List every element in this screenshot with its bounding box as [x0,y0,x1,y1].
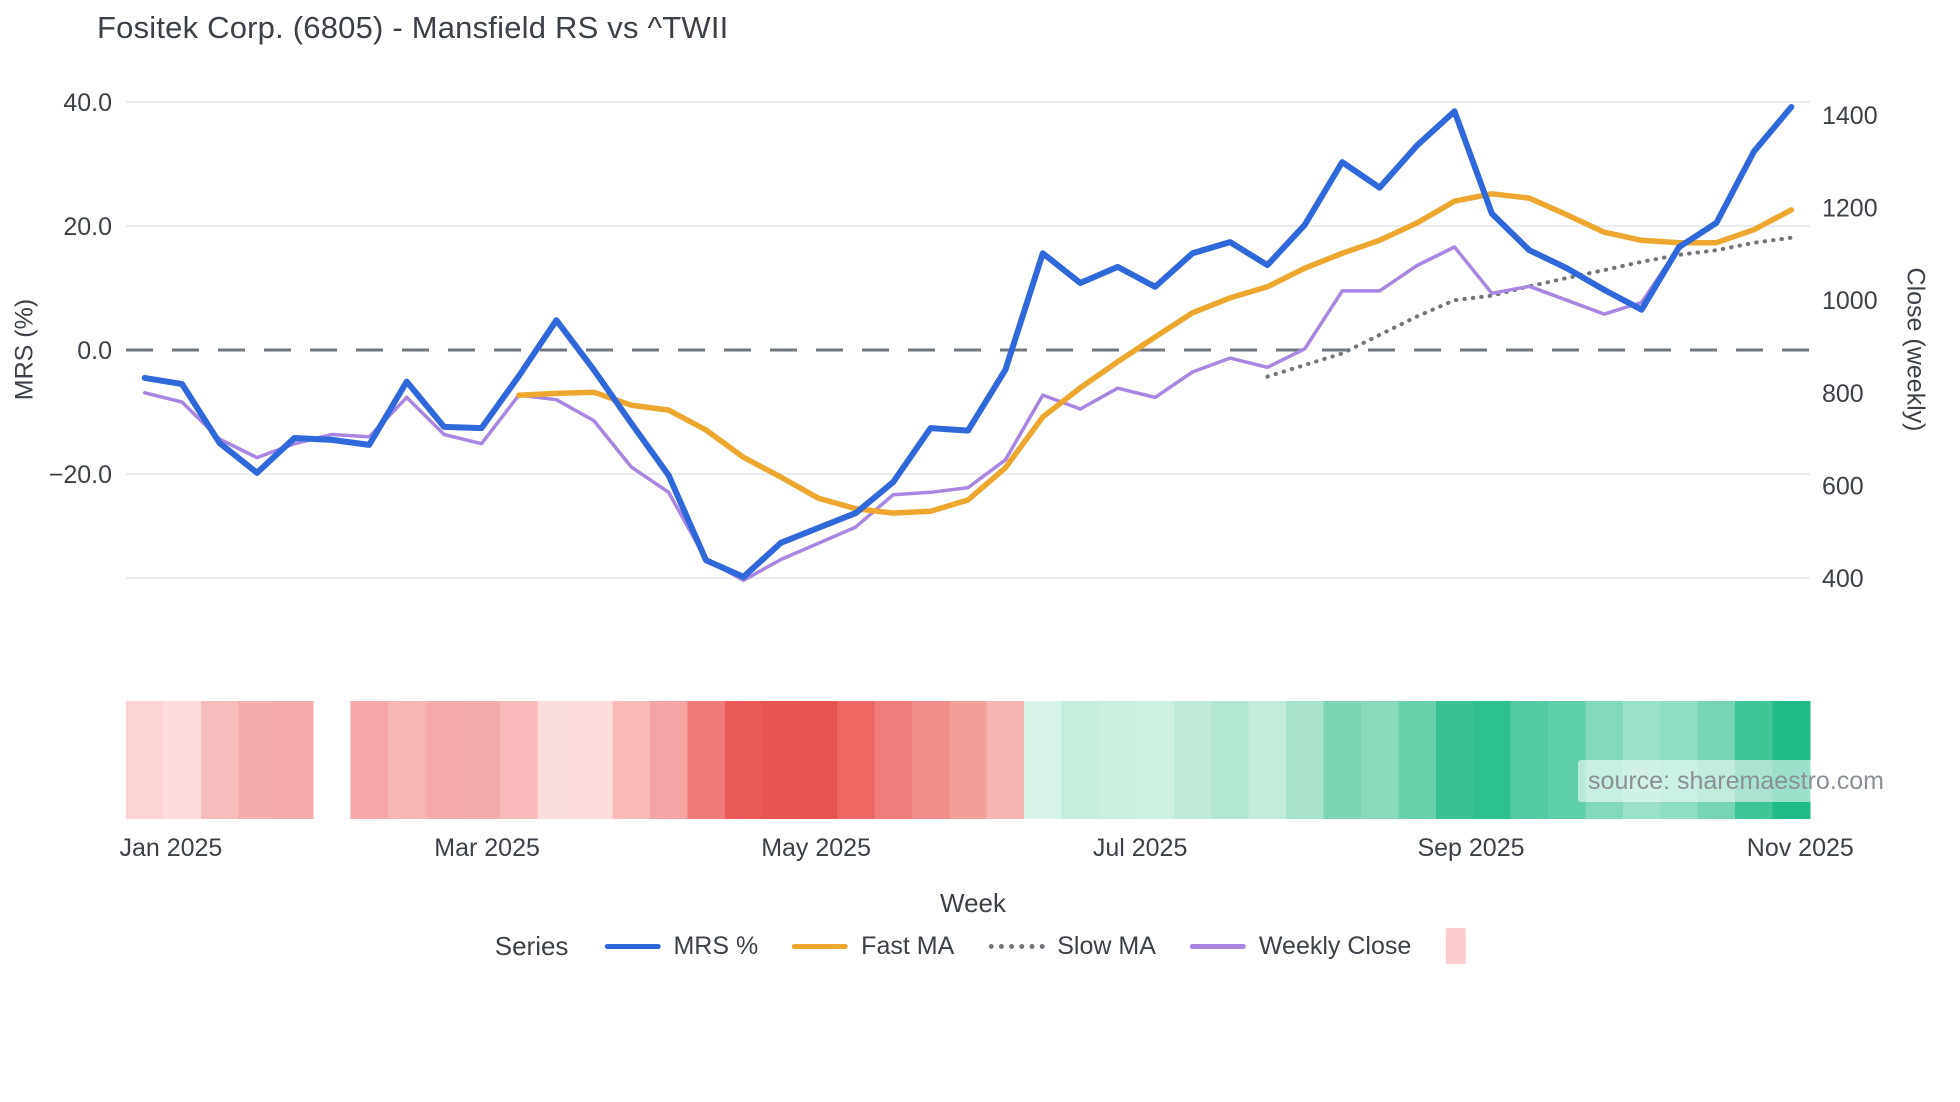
series-line-slow-ma [1265,235,1794,379]
y-tick-right: 1000 [1822,287,1878,315]
heatmap-cell [238,701,277,819]
heatmap-cell [1211,701,1250,819]
y-axis-title-right: Close (weekly) [1901,267,1930,432]
heatmap-cell [687,701,726,819]
heatmap-cell [724,701,763,819]
heatmap-cell [1435,701,1474,819]
heatmap-cell [1099,701,1137,819]
series-line-mrs- [141,104,1795,580]
heatmap-cell [1510,701,1549,819]
legend-item: Slow MA [988,932,1156,961]
heatmap-cell [500,701,539,819]
legend-marker-mrs--icon [604,943,661,949]
y-tick-left: 20.0 [63,213,112,241]
heatmap-cell [1061,701,1100,819]
heatmap-cell [1323,701,1362,819]
y-tick-right: 1200 [1822,195,1878,223]
legend-marker-fast-ma-icon [792,943,849,949]
x-tick: Mar 2025 [434,834,540,862]
legend-item [1445,928,1466,964]
heatmap-cell [425,701,464,819]
x-axis-title: Week [940,888,1006,918]
heatmap-cell [799,701,838,819]
series-line-weekly-close [142,106,1794,583]
y-tick-left: −20.0 [49,461,112,489]
heatmap-cell [911,701,950,819]
legend-title: Series [494,930,569,961]
legend-item: Fast MA [792,932,954,961]
heatmap-cell [1024,701,1063,819]
heatmap-cell [986,701,1025,819]
legend-item-label: Fast MA [861,931,955,960]
legend-item-label: MRS % [673,931,759,960]
x-tick: Sep 2025 [1417,834,1524,862]
legend-item: Weekly Close [1189,931,1412,961]
y-tick-right: 800 [1822,380,1864,408]
heatmap-cell [837,701,875,819]
y-tick-right: 1400 [1822,102,1878,130]
legend-marker-weekly-close-icon [1189,943,1246,949]
x-tick: May 2025 [761,834,871,862]
heatmap-cell [1248,701,1287,819]
heatmap-cell [575,701,614,819]
source-credit: source: sharemaestro.com [1578,760,1894,802]
heatmap-cell [1473,701,1512,819]
legend-item-label: Slow MA [1057,931,1156,960]
legend-marker-slow-ma-icon [988,943,1045,949]
y-tick-right: 600 [1822,472,1864,500]
y-tick-left: 0.0 [77,337,112,365]
heatmap-cell [462,701,501,819]
heatmap-cell [1286,701,1325,819]
heatmap-cell [163,701,202,819]
heatmap-cell [1360,701,1399,819]
y-tick-right: 400 [1822,565,1864,593]
heatmap-cell [612,701,651,819]
heatmap-cell [649,701,688,819]
legend-item: MRS % [604,932,758,961]
y-axis-title-left: MRS (%) [10,298,39,401]
heatmap-cell [537,701,576,819]
legend-marker-heatmap-icon [1445,928,1466,964]
x-tick: Jan 2025 [119,834,222,862]
x-tick: Jul 2025 [1093,834,1188,862]
legend: Series MRS % Fast MA Slow MA Weekly Close [495,928,1466,964]
heatmap-cell [275,701,314,819]
heatmap-cell [874,701,913,819]
legend-item-label: Weekly Close [1258,931,1412,960]
heatmap-cell [350,701,389,819]
heatmap-cell [388,701,426,819]
x-tick: Nov 2025 [1747,834,1854,862]
series-line-fast-ma [516,191,1795,516]
heatmap-cell [949,701,988,819]
heatmap-cell [1173,701,1212,819]
y-tick-left: 40.0 [63,89,112,117]
heatmap-cell [200,701,239,819]
chart-title: Fositek Corp. (6805) - Mansfield RS vs ^… [97,10,729,45]
heatmap-cell [762,701,801,819]
heatmap-cell [1136,701,1175,819]
heatmap-cell [1398,701,1437,819]
heatmap-cell [126,701,164,819]
